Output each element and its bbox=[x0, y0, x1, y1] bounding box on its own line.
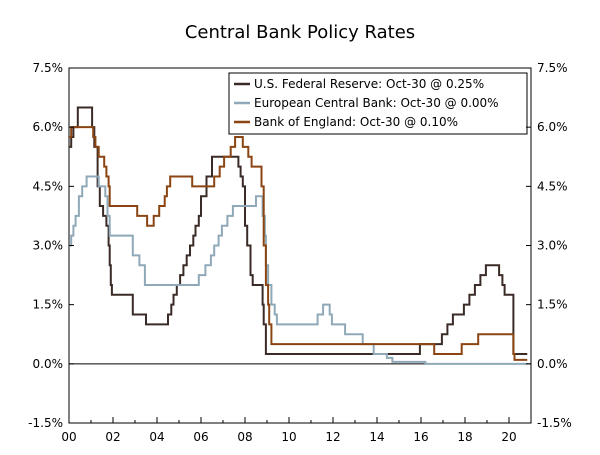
x-tick-label: 18 bbox=[457, 430, 472, 444]
x-tick-label: 20 bbox=[501, 430, 516, 444]
y-tick-label-right: 7.5% bbox=[537, 61, 568, 75]
legend-label-fed: U.S. Federal Reserve: Oct-30 @ 0.25% bbox=[254, 77, 484, 91]
y-tick-label-right: -1.5% bbox=[537, 416, 572, 430]
x-tick-label: 04 bbox=[149, 430, 164, 444]
y-tick-label-left: 3.0% bbox=[33, 239, 64, 253]
x-tick-label: 16 bbox=[413, 430, 428, 444]
y-tick-label-left: 1.5% bbox=[33, 298, 64, 312]
y-tick-label-right: 0.0% bbox=[537, 357, 568, 371]
x-tick-label: 08 bbox=[237, 430, 252, 444]
x-tick-label: 14 bbox=[369, 430, 384, 444]
series-line-ecb bbox=[69, 175, 528, 365]
x-tick-label: 12 bbox=[325, 430, 340, 444]
x-tick-label: 10 bbox=[281, 430, 296, 444]
series-lines bbox=[69, 106, 528, 365]
x-tick-label: 06 bbox=[193, 430, 208, 444]
y-tick-label-left: 6.0% bbox=[33, 120, 64, 134]
y-tick-label-right: 1.5% bbox=[537, 298, 568, 312]
chart-title: Central Bank Policy Rates bbox=[185, 22, 415, 43]
x-tick-label: 02 bbox=[105, 430, 120, 444]
legend: U.S. Federal Reserve: Oct-30 @ 0.25% Euro… bbox=[228, 72, 528, 135]
y-tick-label-right: 3.0% bbox=[537, 239, 568, 253]
y-tick-label-left: 4.5% bbox=[33, 179, 64, 193]
x-tick-label: 00 bbox=[61, 430, 76, 444]
y-tick-label-left: 7.5% bbox=[33, 61, 64, 75]
y-tick-label-left: -1.5% bbox=[28, 416, 63, 430]
axis-ticks: 7.5% 7.5% 6.0% 6.0% 4.5% 4.5% 3.0% 3.0% 1.5% 1.5%… bbox=[28, 61, 572, 444]
y-tick-label-right: 6.0% bbox=[537, 120, 568, 134]
y-tick-label-left: 0.0% bbox=[33, 357, 64, 371]
y-tick-label-right: 4.5% bbox=[537, 179, 568, 193]
legend-label-boe: Bank of England: Oct-30 @ 0.10% bbox=[254, 115, 458, 129]
series-line-fed bbox=[69, 106, 528, 355]
legend-label-ecb: European Central Bank: Oct-30 @ 0.00% bbox=[254, 96, 499, 110]
series-line-boe bbox=[69, 126, 528, 361]
legend-box bbox=[228, 72, 528, 135]
